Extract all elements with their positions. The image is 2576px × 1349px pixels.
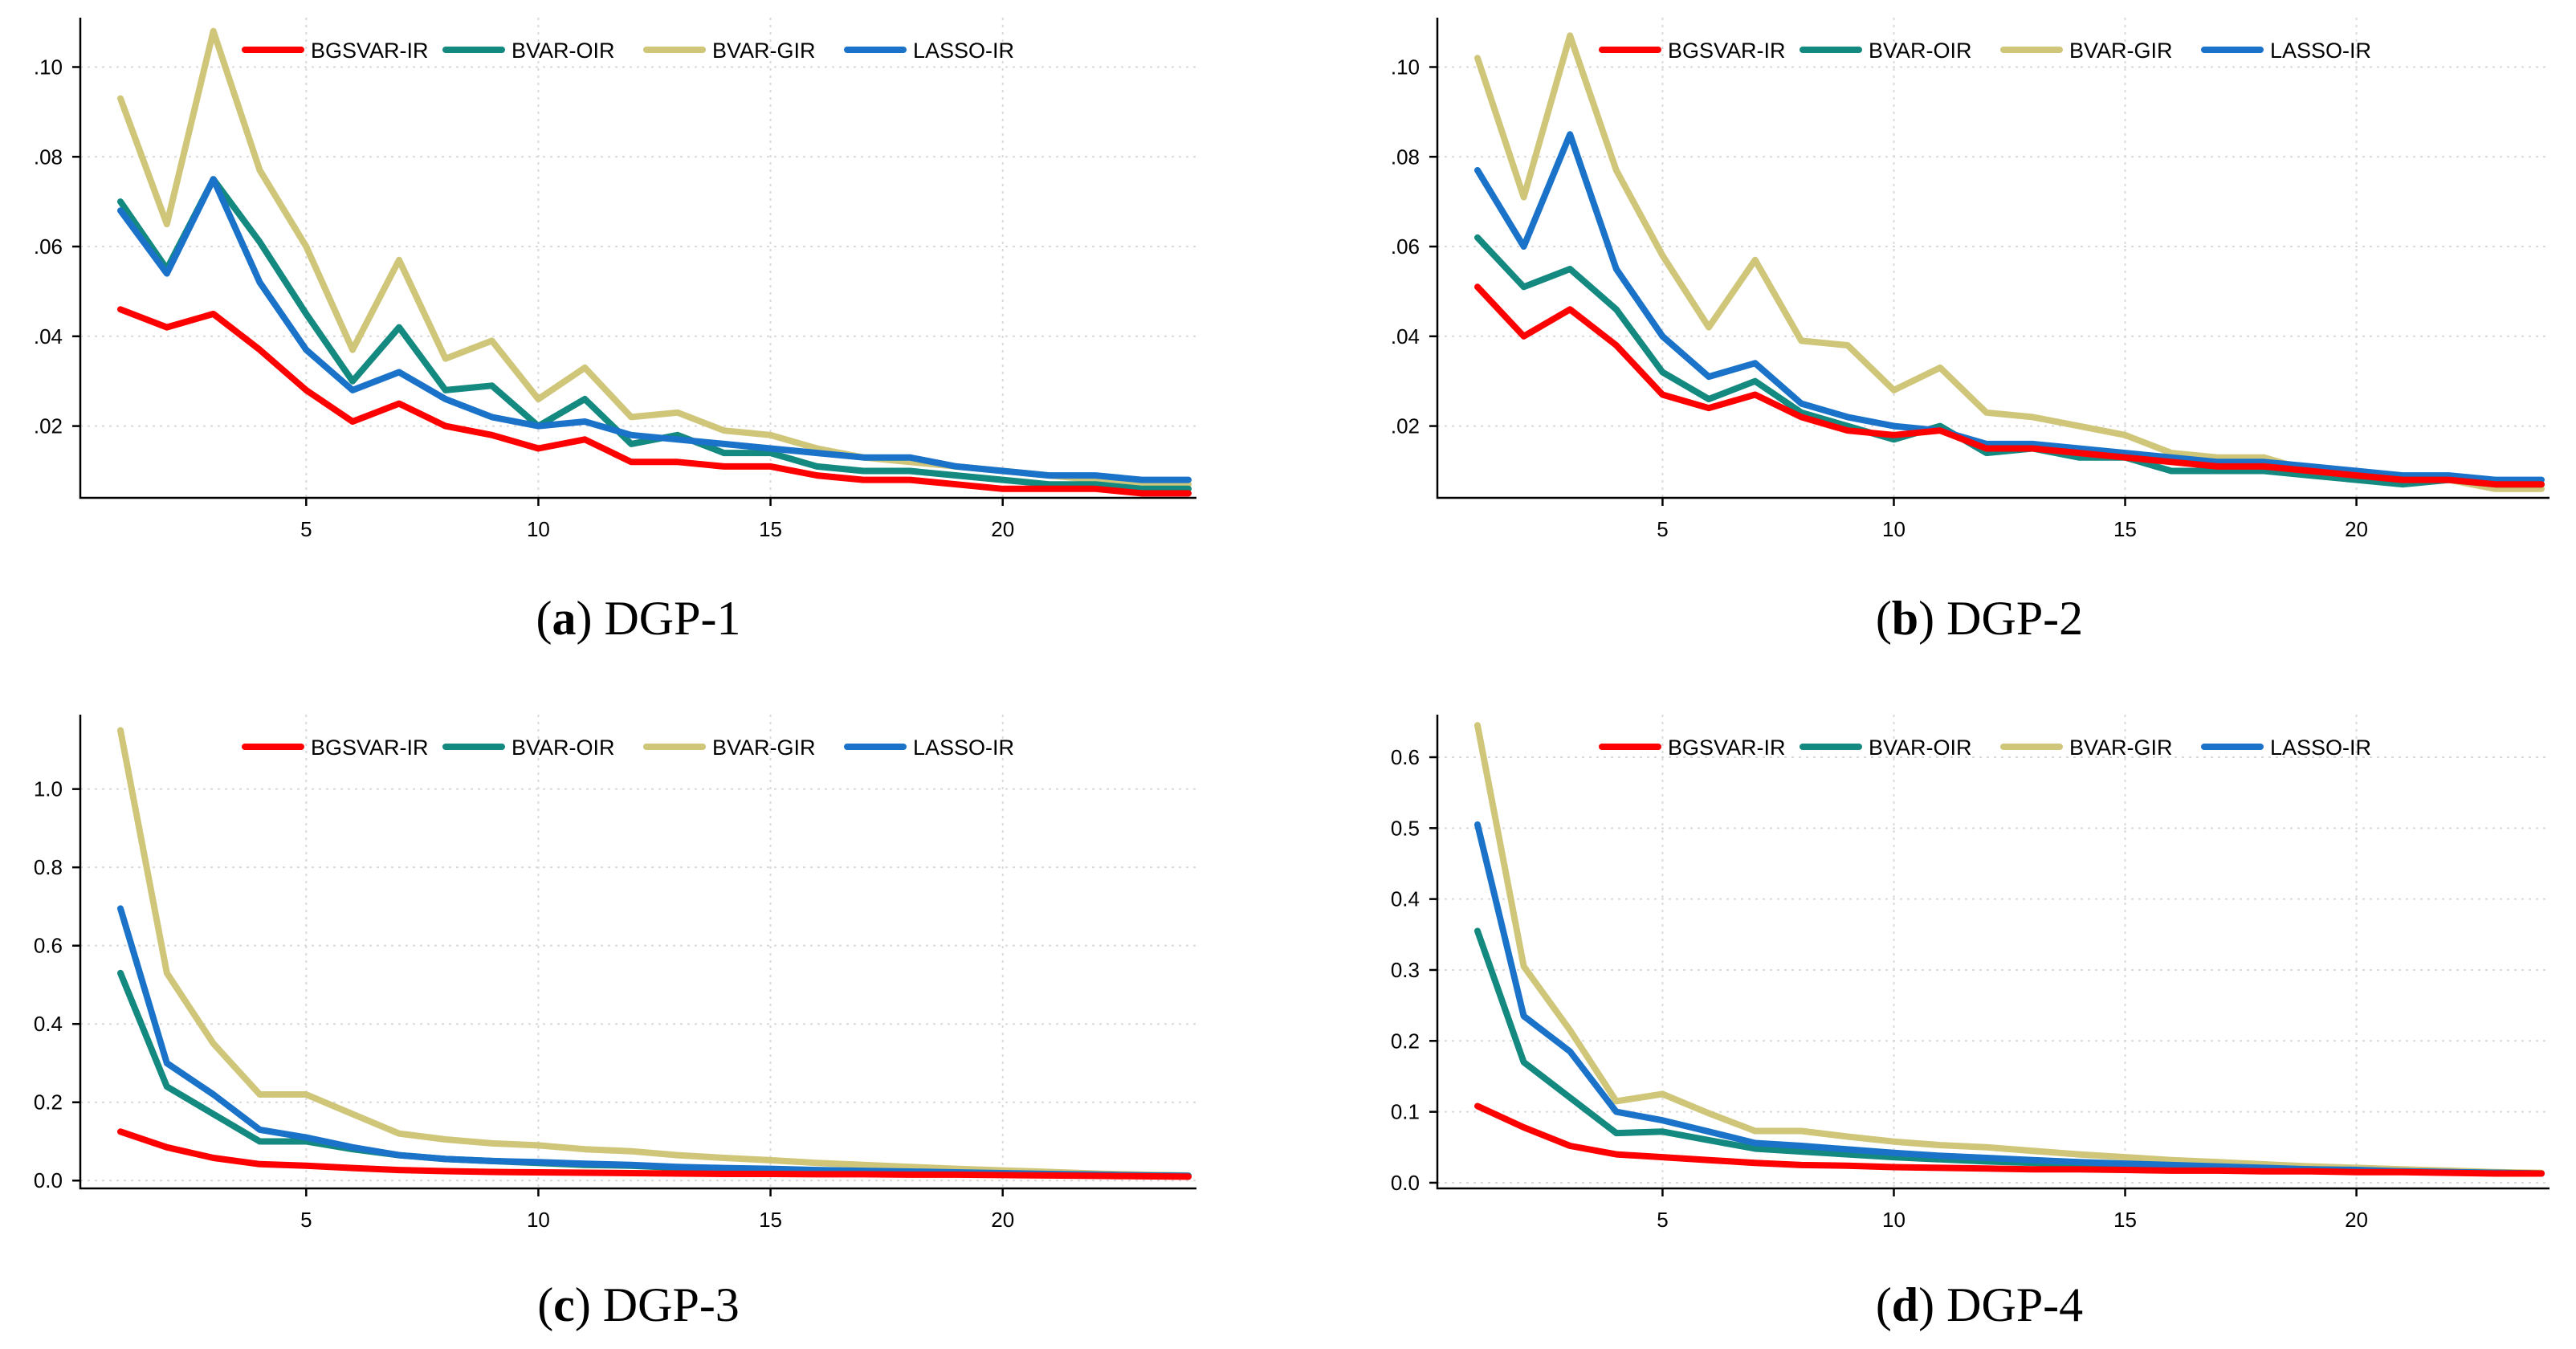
x-tick-label: 10: [1882, 517, 1906, 541]
x-tick-label: 10: [527, 517, 550, 541]
caption-letter: b: [1892, 592, 1918, 645]
series-line-bgsvar-ir: [1474, 1102, 2545, 1177]
panel-dgp-3: 5 10 15 20 0.0 0.2 0.4 0.6 0.8 1.0 BGSVAR-IR BVAR-O…: [34, 715, 1196, 1331]
legend-label-bvar-gir: BVAR-GIR: [2069, 736, 2173, 760]
y-tick-label: .08: [1391, 145, 1420, 169]
legend-label-lasso-ir: LASSO-IR: [913, 39, 1014, 63]
series-line-lasso-ir: [1474, 131, 2545, 483]
y-tick-label: 0.6: [1391, 745, 1420, 769]
axes: [1436, 715, 2550, 1190]
y-tick-label: .02: [1391, 414, 1420, 438]
series-line-bvar-oir: [1474, 927, 2545, 1177]
series-line-bgsvar-ir: [117, 1128, 1192, 1180]
series-line-bvar-oir: [117, 969, 1192, 1180]
y-tick-label: .10: [1391, 55, 1420, 79]
legend-label-bvar-gir: BVAR-GIR: [2069, 39, 2173, 63]
x-tick-label: 5: [1657, 517, 1668, 541]
axes: [79, 715, 1196, 1190]
y-tick-label: 0.5: [1391, 816, 1420, 840]
caption-title: DGP-4: [1946, 1278, 2083, 1331]
series-line-bvar-oir: [117, 176, 1192, 492]
legend-label-bgsvar-ir: BGSVAR-IR: [311, 39, 429, 63]
caption-title: DGP-3: [603, 1278, 740, 1331]
x-tick-label: 15: [2113, 517, 2137, 541]
y-tick-label: 0.8: [34, 855, 63, 879]
x-tick-label: 20: [2345, 1208, 2368, 1232]
panel-dgp-2: 5 10 15 20 .02 .04 .06 .08 .10 BGSVAR-IR BVAR-OIR B…: [1391, 18, 2550, 645]
legend-label-bvar-oir: BVAR-OIR: [512, 736, 615, 760]
axes: [79, 18, 1196, 499]
series-line-lasso-ir: [117, 176, 1192, 483]
x-tick-label: 10: [527, 1208, 550, 1232]
panel-dgp-1: 5 10 15 20 .02 .04 .06 .08 .10 BGSVAR-IR BVAR-OIR B…: [34, 18, 1196, 645]
y-tick-label: .08: [34, 145, 63, 169]
y-tick-label: .02: [34, 414, 63, 438]
legend-label-lasso-ir: LASSO-IR: [2270, 736, 2371, 760]
y-tick-label: 0.2: [34, 1090, 63, 1115]
y-tick-label: 0.3: [1391, 958, 1420, 982]
legend-label-bvar-oir: BVAR-OIR: [1869, 736, 1972, 760]
legend-label-bgsvar-ir: BGSVAR-IR: [1668, 39, 1786, 63]
legend-label-lasso-ir: LASSO-IR: [2270, 39, 2371, 63]
series-line-bgsvar-ir: [117, 306, 1192, 497]
series-line-lasso-ir: [117, 905, 1192, 1180]
legend-label-bgsvar-ir: BGSVAR-IR: [1668, 736, 1786, 760]
x-tick-label: 10: [1882, 1208, 1906, 1232]
x-tick-label: 15: [759, 1208, 782, 1232]
caption-letter: d: [1892, 1278, 1918, 1331]
x-tick-label: 20: [991, 517, 1014, 541]
x-tick-label: 5: [300, 1208, 312, 1232]
y-tick-label: .06: [34, 234, 63, 259]
panel-caption: (b) DGP-2: [1876, 592, 2083, 645]
series-line-bvar-gir: [117, 727, 1192, 1179]
series-line-lasso-ir: [1474, 821, 2545, 1177]
y-tick-label: .04: [34, 324, 63, 348]
y-tick-label: 0.2: [1391, 1029, 1420, 1053]
y-tick-label: 0.4: [34, 1012, 63, 1036]
y-tick-label: 0.0: [34, 1168, 63, 1192]
x-tick-label: 5: [300, 517, 312, 541]
y-tick-label: .06: [1391, 234, 1420, 259]
x-tick-label: 15: [759, 517, 782, 541]
series-line-bvar-gir: [1474, 722, 2545, 1176]
caption-letter: a: [552, 592, 576, 645]
panel-dgp-4: 5 10 15 20 0.0 0.1 0.2 0.3 0.4 0.5 0.6 BGSVAR-IR BVA…: [1391, 715, 2550, 1331]
y-tick-label: 0.1: [1391, 1100, 1420, 1124]
legend-label-bvar-gir: BVAR-GIR: [712, 39, 816, 63]
series-line-bvar-gir: [117, 27, 1192, 488]
legend-label-bgsvar-ir: BGSVAR-IR: [311, 736, 429, 760]
y-tick-label: 0.0: [1391, 1171, 1420, 1195]
panel-caption: (a) DGP-1: [536, 592, 741, 645]
legend-label-bvar-oir: BVAR-OIR: [512, 39, 615, 63]
panel-caption: (c) DGP-3: [537, 1278, 740, 1331]
panel-caption: (d) DGP-4: [1876, 1278, 2083, 1331]
y-tick-label: .04: [1391, 324, 1420, 348]
x-tick-label: 5: [1657, 1208, 1668, 1232]
x-tick-label: 20: [2345, 517, 2368, 541]
legend-label-bvar-gir: BVAR-GIR: [712, 736, 816, 760]
caption-title: DGP-2: [1946, 592, 2083, 645]
y-tick-label: .10: [34, 55, 63, 79]
legend-label-lasso-ir: LASSO-IR: [913, 736, 1014, 760]
caption-title: DGP-1: [604, 592, 740, 645]
x-tick-label: 20: [991, 1208, 1014, 1232]
x-tick-label: 15: [2113, 1208, 2137, 1232]
series-line-bvar-gir: [1474, 32, 2545, 492]
y-tick-label: 1.0: [34, 777, 63, 801]
y-tick-label: 0.4: [1391, 887, 1420, 911]
caption-letter: c: [553, 1278, 575, 1331]
series-line-bgsvar-ir: [1474, 283, 2545, 488]
y-tick-label: 0.6: [34, 934, 63, 958]
legend-label-bvar-oir: BVAR-OIR: [1869, 39, 1972, 63]
axes: [1436, 18, 2550, 499]
